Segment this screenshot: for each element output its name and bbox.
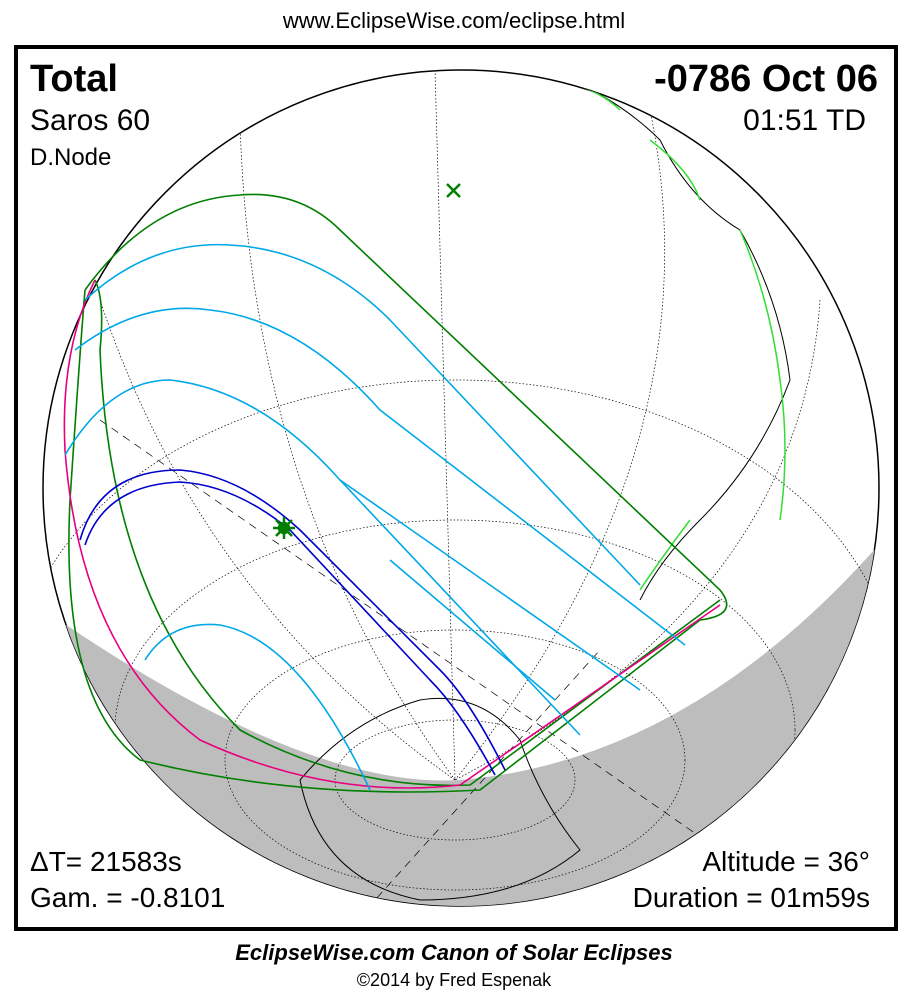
- greatest-eclipse-star-icon: [273, 517, 295, 539]
- country-borders: [559, 79, 786, 591]
- saros-number: Saros 60: [30, 104, 151, 137]
- altitude: Altitude = 36°: [702, 846, 870, 877]
- sub-solar-point-x-icon: [446, 183, 461, 198]
- coastlines: [299, 74, 791, 901]
- map-frame: [14, 45, 898, 931]
- duration: Duration = 01m59s: [632, 882, 870, 913]
- canon-title: EclipseWise.com Canon of Solar Eclipses: [235, 940, 673, 965]
- node: D.Node: [30, 144, 112, 171]
- rise-set-curve: [63, 279, 721, 789]
- source-url: www.EclipseWise.com/eclipse.html: [282, 8, 626, 33]
- penumbra-inner-limit: [94, 279, 721, 787]
- gamma: Gam. = -0.8101: [30, 882, 226, 913]
- penumbral-isolines: [64, 243, 686, 791]
- umbral-path-south: [84, 481, 496, 776]
- copyright: ©2014 by Fred Espenak: [356, 970, 552, 990]
- delta-t: ΔT= 21583s: [30, 846, 182, 877]
- umbral-path-north: [79, 469, 506, 771]
- eclipse-time: 01:51 TD: [743, 104, 866, 137]
- eclipse-type: Total: [30, 58, 118, 100]
- eclipse-date: -0786 Oct 06: [654, 58, 878, 100]
